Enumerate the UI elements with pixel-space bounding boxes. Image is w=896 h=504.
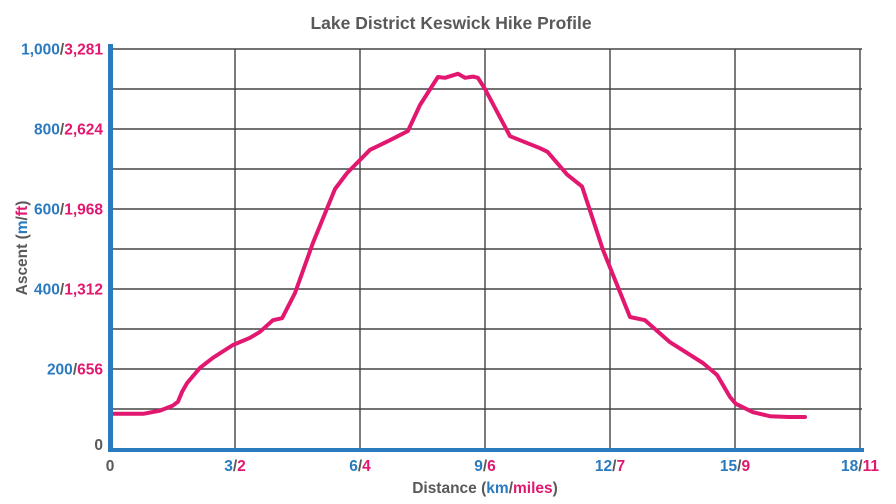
y-tick-label: 1,000/3,281 xyxy=(21,42,103,59)
x-tick-label: 6/4 xyxy=(349,458,371,475)
y-tick-label: 400/1,312 xyxy=(34,282,103,299)
x-tick-label: 9/6 xyxy=(474,458,496,475)
y-axis-line xyxy=(108,44,113,452)
x-tick-label: 12/7 xyxy=(595,458,625,475)
y-tick-label: 200/656 xyxy=(47,362,103,379)
x-tick-label: 3/2 xyxy=(224,458,246,475)
y-axis-title: Ascent (m/ft) xyxy=(14,201,31,296)
x-tick-label: 0 xyxy=(106,458,115,475)
y-tick-label: 0 xyxy=(94,437,103,454)
y-tick-label: 800/2,624 xyxy=(34,122,103,139)
x-tick-label: 15/9 xyxy=(720,458,751,475)
chart-title: Lake District Keswick Hike Profile xyxy=(310,13,591,33)
y-axis-tick-labels: 0 200/656 400/1,312 600/1,968 800/2,624 1,000… xyxy=(21,42,103,455)
y-tick-label: 600/1,968 xyxy=(34,202,103,219)
x-tick-label: 18/11 xyxy=(841,458,879,475)
gridlines xyxy=(110,48,862,449)
x-axis-title: Distance (km/miles) xyxy=(412,480,558,497)
axes xyxy=(108,44,864,452)
elevation-profile-line xyxy=(108,71,807,419)
x-axis-tick-labels: 0 3/2 6/4 9/6 12/7 15/9 18/11 xyxy=(106,458,880,475)
elevation-profile-series xyxy=(108,71,807,419)
x-axis-line xyxy=(108,448,864,452)
